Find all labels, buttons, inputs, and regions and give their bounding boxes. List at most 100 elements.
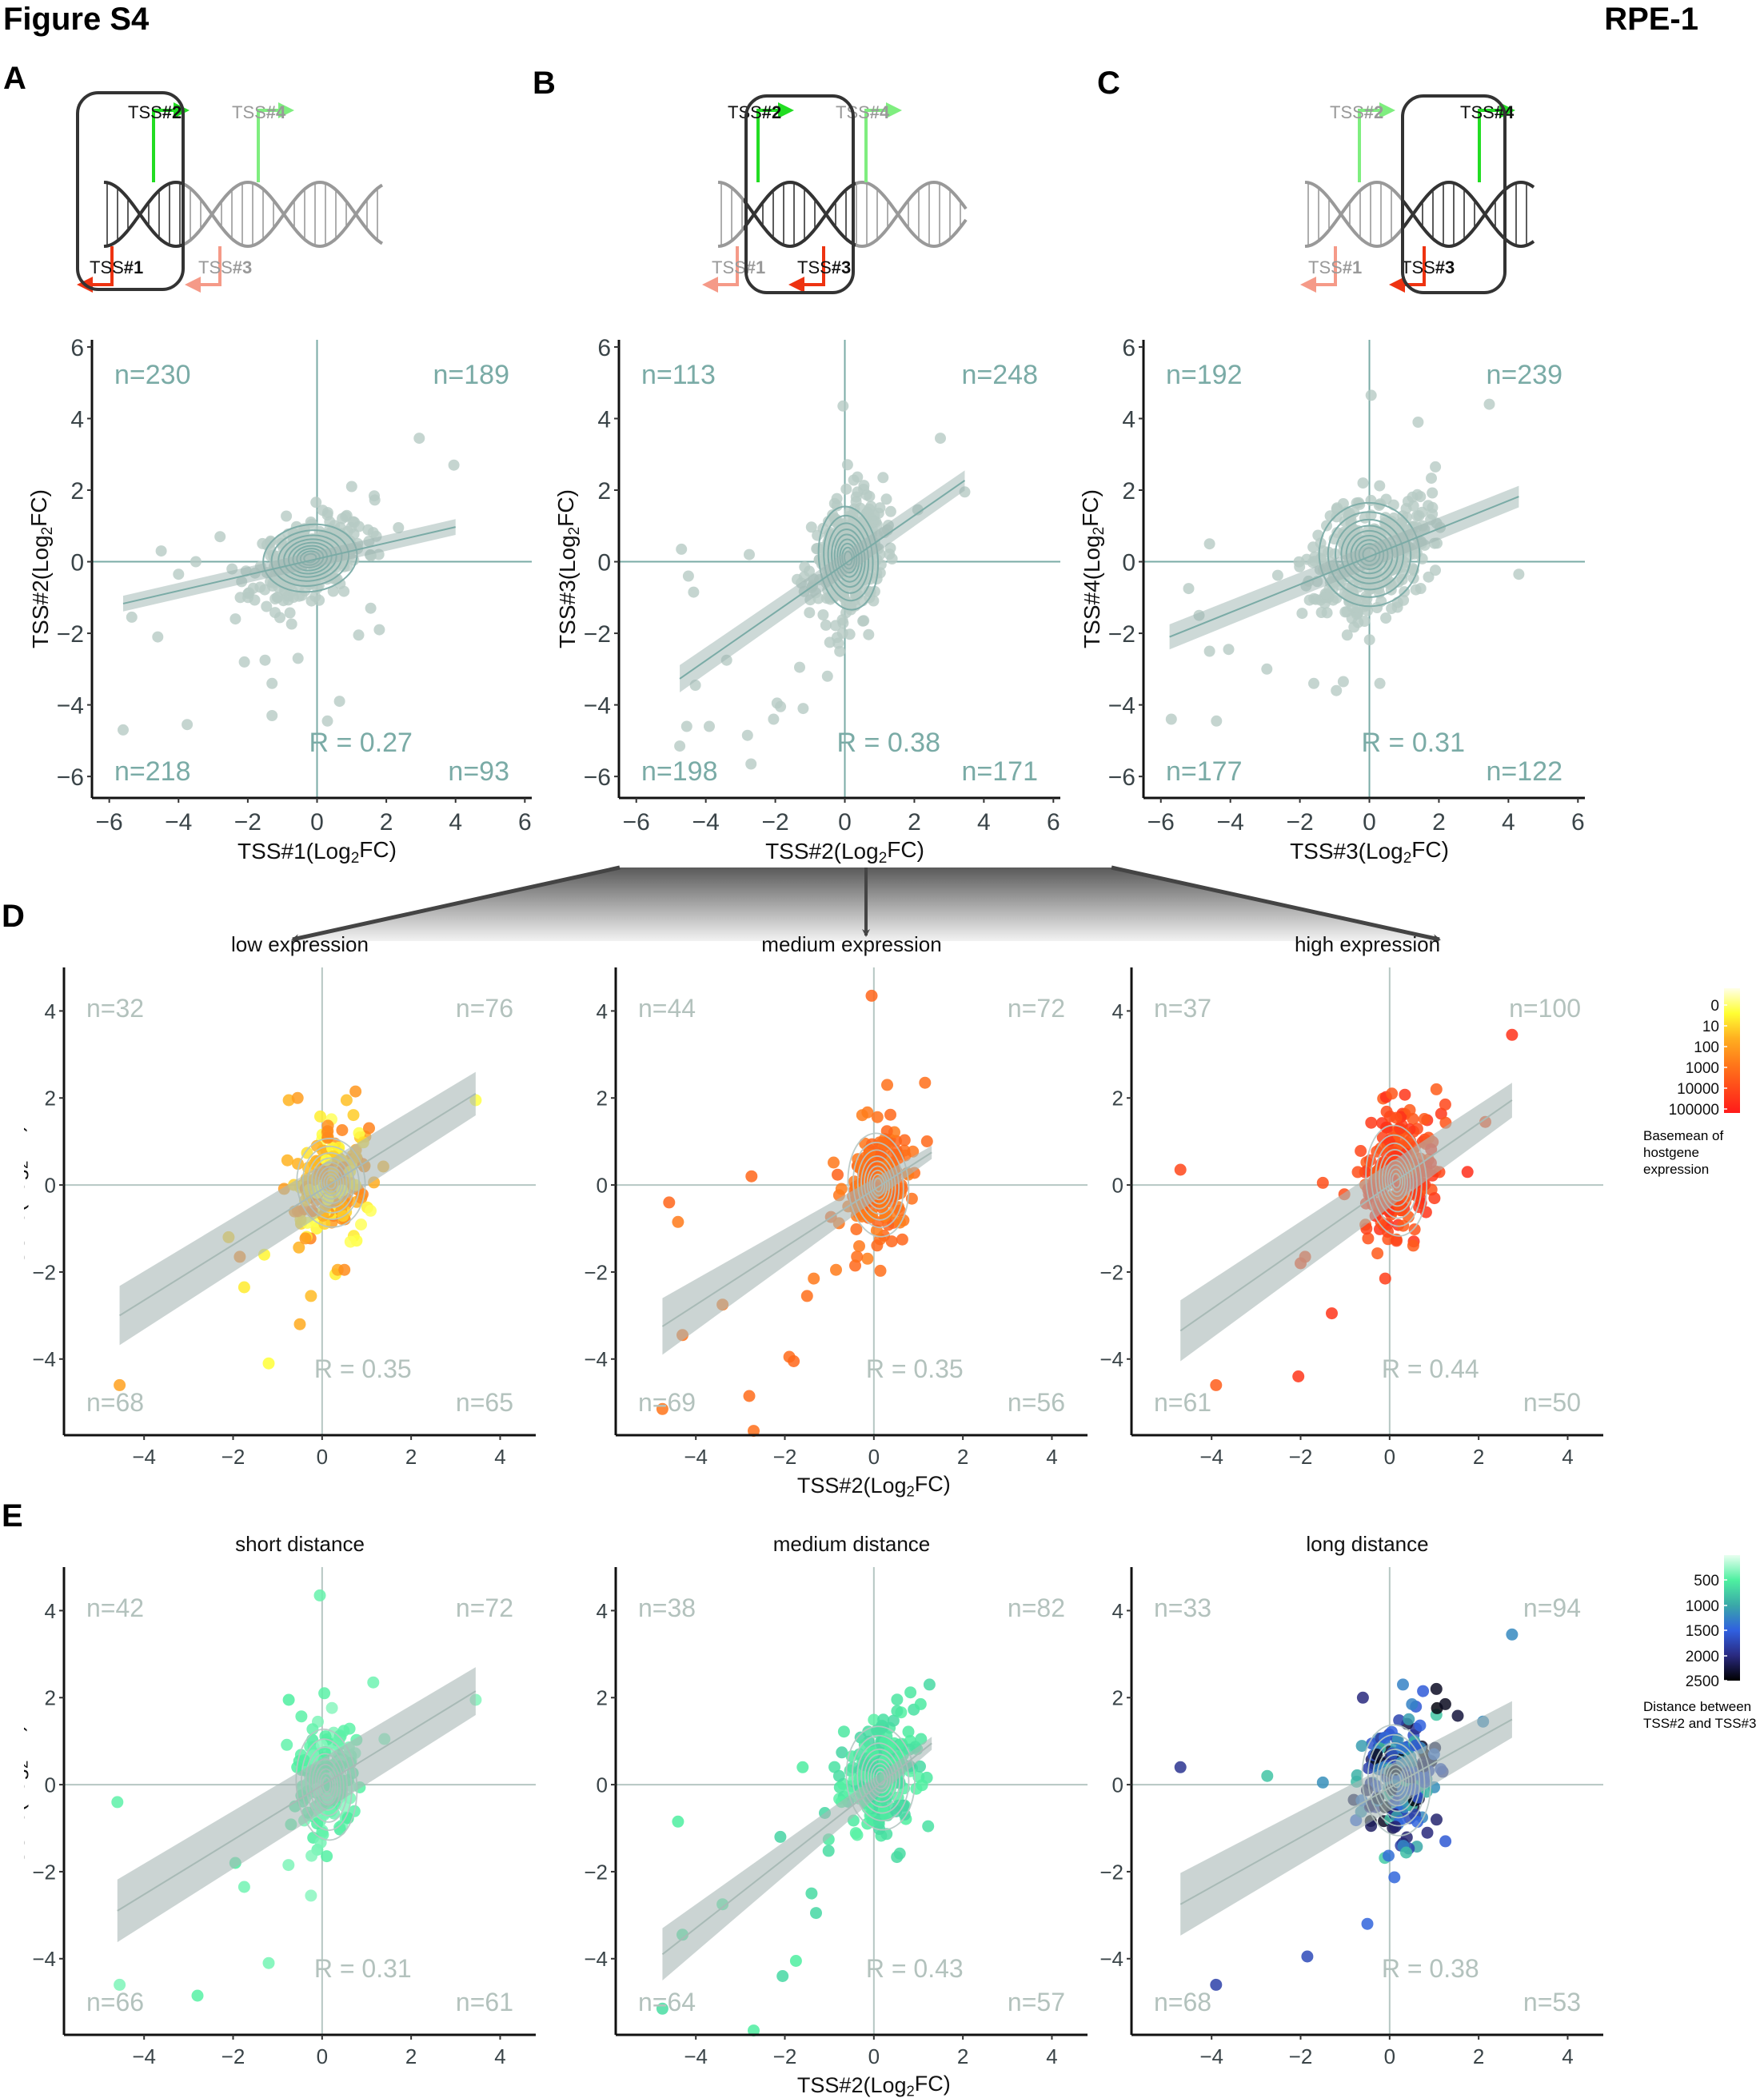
y-tick-label: −4 — [1100, 1947, 1123, 1971]
data-points — [118, 433, 460, 736]
data-point — [299, 1232, 312, 1245]
scatter-panel-e-long: long distance −4 −2 0 2 4 −4 −2 0 2 4 n=33 n=94 n=68 n… — [1100, 1532, 1603, 2068]
data-point — [1427, 501, 1439, 513]
data-point — [1408, 1223, 1421, 1236]
x-tick-label: −6 — [623, 809, 650, 836]
scatter-panel-d-high: high expression −4 −2 0 2 4 −4 −2 0 2 4 n=37 n=100 n=… — [1100, 932, 1603, 1469]
axis-label-subscript: 2 — [351, 850, 360, 864]
data-point — [811, 543, 823, 555]
tss-label-tss-3: TSS#3 — [797, 257, 851, 277]
data-point — [808, 1272, 820, 1285]
x-tick-label: 4 — [494, 2044, 505, 2068]
data-point — [301, 1147, 313, 1159]
data-point — [1421, 1826, 1434, 1839]
tss-label-number: #1 — [1343, 257, 1362, 277]
data-point — [898, 1134, 911, 1147]
data-point — [293, 590, 305, 602]
y-tick-label: 0 — [597, 1773, 608, 1797]
data-point — [1374, 677, 1386, 689]
data-point — [788, 1355, 800, 1367]
axis-label-text: TSS#3(Log — [24, 1169, 29, 1278]
data-point — [851, 1250, 864, 1263]
axis-label-text: FC) — [887, 837, 924, 862]
data-point — [680, 720, 692, 732]
data-point — [805, 1887, 818, 1900]
regression-line — [1179, 1718, 1513, 1905]
data-point — [1357, 477, 1369, 489]
data-point — [314, 1110, 326, 1123]
data-point — [284, 607, 296, 619]
x-tick-label: −4 — [1199, 1445, 1223, 1469]
data-point — [282, 1859, 295, 1872]
data-point — [1388, 1871, 1401, 1884]
regression-line — [679, 480, 966, 680]
quadrant-count-top-right: n=100 — [1509, 994, 1581, 1023]
tss-label-tss-2: TSS#2 — [728, 102, 781, 122]
data-point — [1390, 1111, 1403, 1124]
scatter-panel-d-low: low expression−4−2024−4−2024TSS#3(Log2FC… — [24, 932, 536, 1469]
data-point — [776, 1970, 789, 1982]
tss-label-tss-4: TSS#4 — [836, 102, 890, 122]
data-point — [1403, 1103, 1416, 1116]
data-point — [281, 1154, 293, 1167]
data-point — [1316, 1176, 1329, 1189]
data-point — [800, 1290, 813, 1302]
data-point — [1451, 1709, 1464, 1722]
tss-label-tss-1: TSS#1 — [712, 257, 765, 277]
data-point — [1380, 612, 1392, 624]
data-point — [1412, 417, 1424, 428]
data-point — [1365, 1116, 1378, 1129]
quadrant-count-top-right: n=248 — [962, 360, 1039, 390]
data-point — [891, 1851, 904, 1864]
data-point — [1439, 1697, 1451, 1710]
colorbar-tick-label: 1000 — [1686, 1060, 1719, 1077]
data-point — [880, 1125, 893, 1138]
data-point — [295, 1710, 308, 1723]
data-point — [910, 1782, 923, 1795]
confidence-ribbon — [1169, 485, 1519, 650]
data-point — [1431, 1813, 1443, 1826]
tss-arrowhead-icon — [702, 277, 718, 293]
dna-strand-active — [744, 181, 856, 249]
data-point — [850, 491, 862, 503]
axis-label-text: TSS#2(Log — [28, 535, 53, 648]
data-point — [1506, 1028, 1519, 1041]
data-point — [864, 1148, 877, 1161]
tss-diagram-b: TSS#1 TSS#2 TSS#3 TSS#4 — [702, 94, 968, 294]
dna-strand-active — [103, 180, 182, 248]
data-point — [1418, 1113, 1431, 1125]
panel-letter-b: B — [533, 66, 556, 101]
regression-line — [119, 1092, 477, 1317]
data-point — [126, 611, 138, 623]
data-point — [797, 703, 809, 715]
data-point — [365, 602, 377, 614]
quadrant-count-bottom-right: n=65 — [456, 1388, 513, 1417]
distance-legend-title-line2: TSS#2 and TSS#3 — [1643, 1716, 1757, 1731]
density-contour — [823, 514, 874, 602]
tss-label-prefix: TSS — [1460, 102, 1495, 122]
data-point — [1391, 601, 1403, 613]
x-tick-label: −2 — [221, 1445, 245, 1469]
axis-label-subscript: 2 — [1403, 850, 1412, 864]
axis-label-text: TSS#1(Log — [237, 839, 351, 864]
data-point — [896, 1233, 908, 1246]
data-point — [804, 565, 815, 577]
panel-letter-d: D — [2, 899, 25, 934]
data-point — [1337, 498, 1349, 509]
data-point — [293, 1318, 306, 1330]
data-point — [1203, 538, 1215, 550]
data-point — [1308, 592, 1320, 604]
tss-label-tss-2: TSS#2 — [1330, 102, 1383, 122]
quadrant-count-top-right: n=239 — [1487, 360, 1563, 390]
data-point — [863, 628, 875, 640]
data-point — [114, 1378, 126, 1391]
data-point — [821, 670, 833, 682]
y-tick-label: 2 — [70, 478, 84, 505]
quadrant-count-top-left: n=37 — [1154, 994, 1211, 1023]
axis-label-text: TSS#3(Log — [24, 1769, 29, 1878]
axis-label-text: FC) — [553, 489, 578, 527]
data-point — [238, 656, 250, 668]
data-point — [849, 1259, 861, 1272]
data-point — [923, 1678, 936, 1691]
data-point — [1174, 1163, 1187, 1176]
